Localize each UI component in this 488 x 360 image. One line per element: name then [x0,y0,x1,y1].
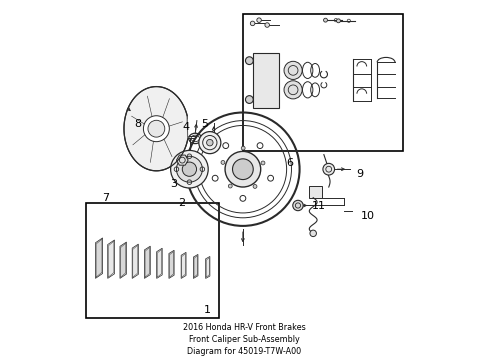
Polygon shape [205,256,209,279]
Text: 2016 Honda HR-V Front Brakes
Front Caliper Sub-Assembly
Diagram for 45019-T7W-A0: 2016 Honda HR-V Front Brakes Front Calip… [183,323,305,356]
Circle shape [262,85,271,95]
Polygon shape [120,242,126,278]
Text: 10: 10 [360,211,374,221]
Circle shape [262,66,271,75]
Polygon shape [132,244,138,278]
Circle shape [284,81,302,99]
Polygon shape [95,238,102,278]
Text: 3: 3 [170,179,177,189]
Circle shape [182,162,196,176]
Polygon shape [187,118,188,139]
Circle shape [264,23,269,27]
Text: 2: 2 [178,198,184,208]
Text: 1: 1 [203,305,210,315]
Polygon shape [107,240,114,278]
Circle shape [258,81,276,99]
Circle shape [148,120,164,137]
Circle shape [221,161,224,165]
Text: 4: 4 [182,122,189,132]
Polygon shape [144,246,150,278]
Circle shape [336,19,340,23]
Text: 7: 7 [102,193,108,203]
Text: 5: 5 [201,119,208,129]
Circle shape [292,200,303,211]
Circle shape [309,230,316,237]
Circle shape [206,139,213,146]
Circle shape [258,61,276,80]
Circle shape [323,18,327,22]
Circle shape [245,57,253,64]
Circle shape [250,21,254,26]
Circle shape [284,61,302,80]
Text: 11: 11 [311,202,325,211]
Bar [85,203,218,318]
Polygon shape [252,53,278,108]
Circle shape [170,150,208,188]
Circle shape [256,18,261,22]
Circle shape [143,116,169,142]
Circle shape [176,156,202,182]
Circle shape [322,163,334,175]
Circle shape [261,161,264,165]
Text: 9: 9 [355,169,362,179]
Polygon shape [168,250,174,278]
Bar [309,186,322,198]
Circle shape [241,146,244,150]
Circle shape [199,132,221,154]
Text: 6: 6 [286,158,293,168]
Circle shape [224,152,260,187]
Circle shape [228,184,232,188]
Polygon shape [124,87,187,171]
Polygon shape [176,155,188,165]
Circle shape [245,96,253,103]
Polygon shape [156,248,162,278]
Circle shape [253,184,256,188]
Circle shape [232,159,253,180]
Text: 8: 8 [134,119,141,129]
Polygon shape [181,252,185,278]
Bar [243,14,403,151]
Polygon shape [193,255,198,279]
